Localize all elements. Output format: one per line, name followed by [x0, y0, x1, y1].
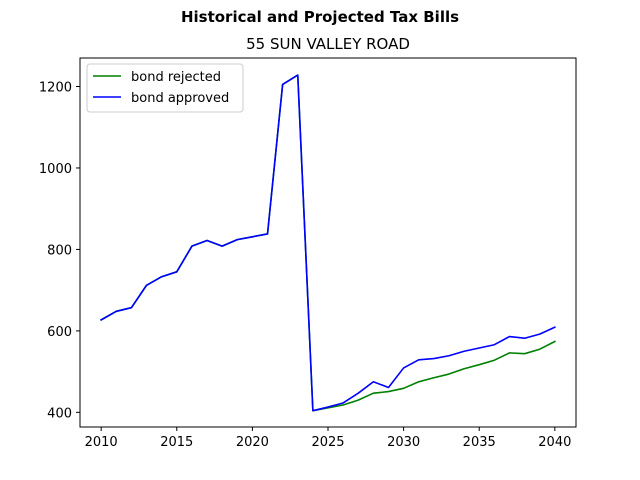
legend-label-bond-approved: bond approved — [131, 91, 229, 106]
y-tick-label: 600 — [47, 325, 72, 340]
y-tick-label: 800 — [47, 243, 72, 258]
figure-suptitle: Historical and Projected Tax Bills — [181, 8, 459, 26]
x-tick-label: 2020 — [236, 435, 269, 450]
y-tick-label: 1200 — [39, 81, 72, 96]
legend-box — [86, 63, 244, 113]
legend-label-bond-rejected: bond rejected — [131, 70, 221, 85]
legend: bond rejected bond approved — [86, 63, 244, 113]
x-tick-label: 2035 — [463, 435, 496, 450]
x-tick-label: 2040 — [538, 435, 571, 450]
x-axis: 2010 2015 2020 2025 2030 2035 2040 — [85, 427, 571, 450]
y-tick-label: 400 — [47, 406, 72, 421]
chart-title: 55 SUN VALLEY ROAD — [246, 35, 410, 53]
x-tick-label: 2025 — [311, 435, 344, 450]
x-tick-label: 2015 — [160, 435, 193, 450]
x-tick-label: 2030 — [387, 435, 420, 450]
y-tick-label: 1000 — [39, 162, 72, 177]
y-axis: 400 600 800 1000 1200 — [39, 81, 80, 421]
series-layer — [100, 74, 556, 412]
series-line-bond-approved — [100, 74, 556, 412]
x-tick-label: 2010 — [85, 435, 118, 450]
axes-frame — [79, 57, 577, 428]
